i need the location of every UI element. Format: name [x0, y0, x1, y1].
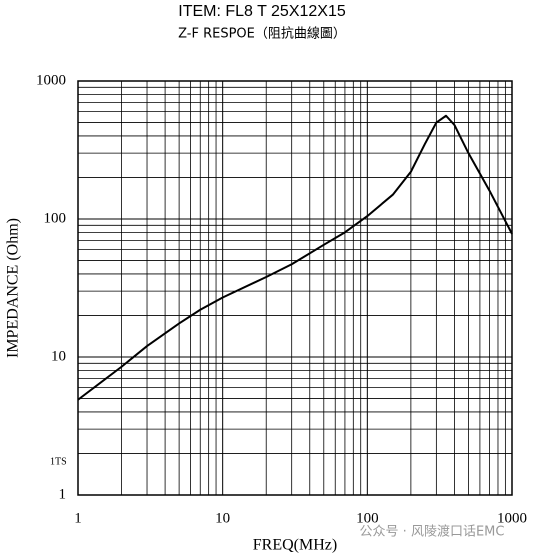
watermark: 公众号 · 风陵渡口话EMC	[360, 524, 505, 540]
x-tick-label: 1000	[497, 510, 527, 526]
x-axis-label: FREQ(MHz)	[253, 537, 337, 554]
y-tick-label: 1	[59, 486, 67, 502]
plot-frame	[77, 80, 513, 496]
y-tick-label: 10	[51, 348, 66, 364]
x-tick-label: 1	[74, 510, 82, 526]
y-axis-label: IMPEDANCE (Ohm)	[5, 218, 22, 358]
impedance-curve	[77, 114, 513, 401]
y-tick-label: 1000	[36, 72, 66, 88]
x-tick-label: 100	[356, 510, 379, 526]
x-tick-label: 10	[215, 510, 230, 526]
chart-title: ITEM: FL8 T 25X12X15	[178, 3, 346, 20]
chart-subtitle: Z-F RESPOE（阻抗曲線圖）	[178, 26, 346, 42]
y-tick-label: 100	[44, 210, 67, 226]
annotation: 1TS	[50, 456, 67, 467]
